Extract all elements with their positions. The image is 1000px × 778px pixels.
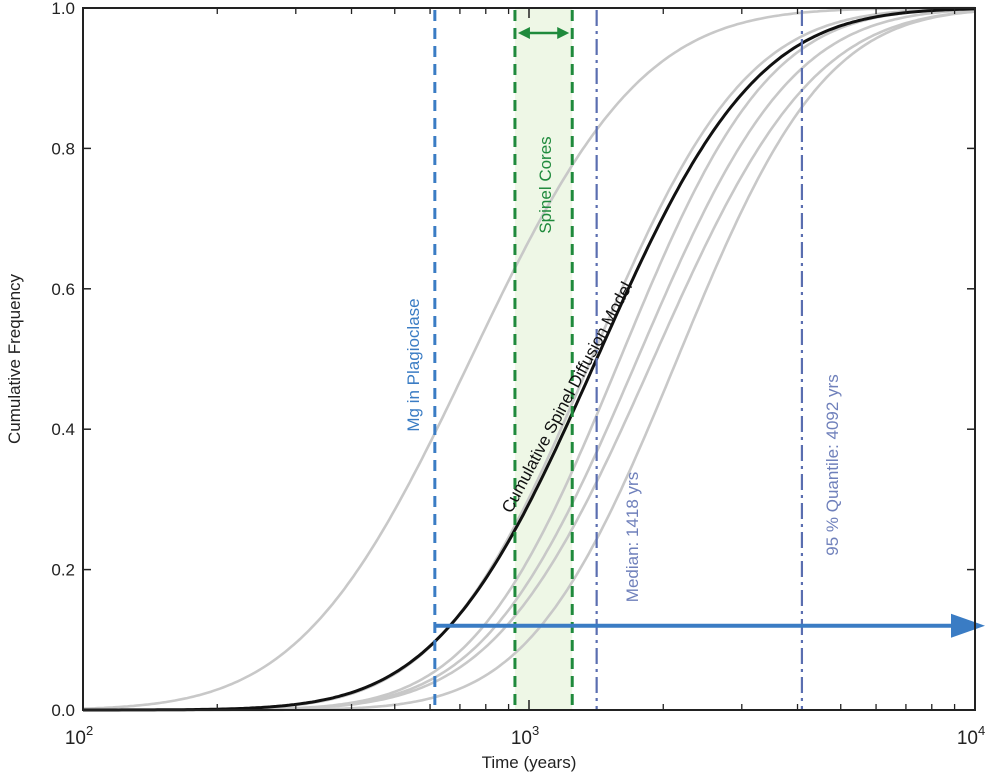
simulation-curve-0 xyxy=(82,6,975,710)
x-tick-exponent: 3 xyxy=(532,723,539,738)
y-tick-label: 0.6 xyxy=(51,280,75,299)
y-tick-label: 0.8 xyxy=(51,139,75,158)
annotation-median: Median: 1418 yrs xyxy=(623,472,642,602)
annotation-quantile: 95 % Quantile: 4092 yrs xyxy=(823,374,842,555)
range-arrow-head xyxy=(951,613,985,638)
x-tick-exponent: 2 xyxy=(86,723,93,738)
y-axis-label: Cumulative Frequency xyxy=(5,273,24,444)
x-axis-label: Time (years) xyxy=(482,753,577,772)
annotation-mg-in-plagioclase: Mg in Plagioclase xyxy=(404,298,423,431)
y-tick-label: 1.0 xyxy=(51,0,75,18)
y-tick-label: 0.4 xyxy=(51,420,75,439)
y-tick-label: 0.0 xyxy=(51,701,75,720)
x-tick-label: 102 xyxy=(65,723,93,749)
model-curve xyxy=(83,7,975,712)
annotation-spinel-cores: Spinel Cores xyxy=(536,136,555,233)
y-tick-label: 0.2 xyxy=(51,561,75,580)
spinel-cores-band xyxy=(514,8,573,710)
x-tick-label: 103 xyxy=(511,723,539,749)
spinel-range-arrowheads xyxy=(517,27,570,39)
x-tick-exponent: 4 xyxy=(978,723,985,738)
x-tick-label: 104 xyxy=(957,723,985,749)
